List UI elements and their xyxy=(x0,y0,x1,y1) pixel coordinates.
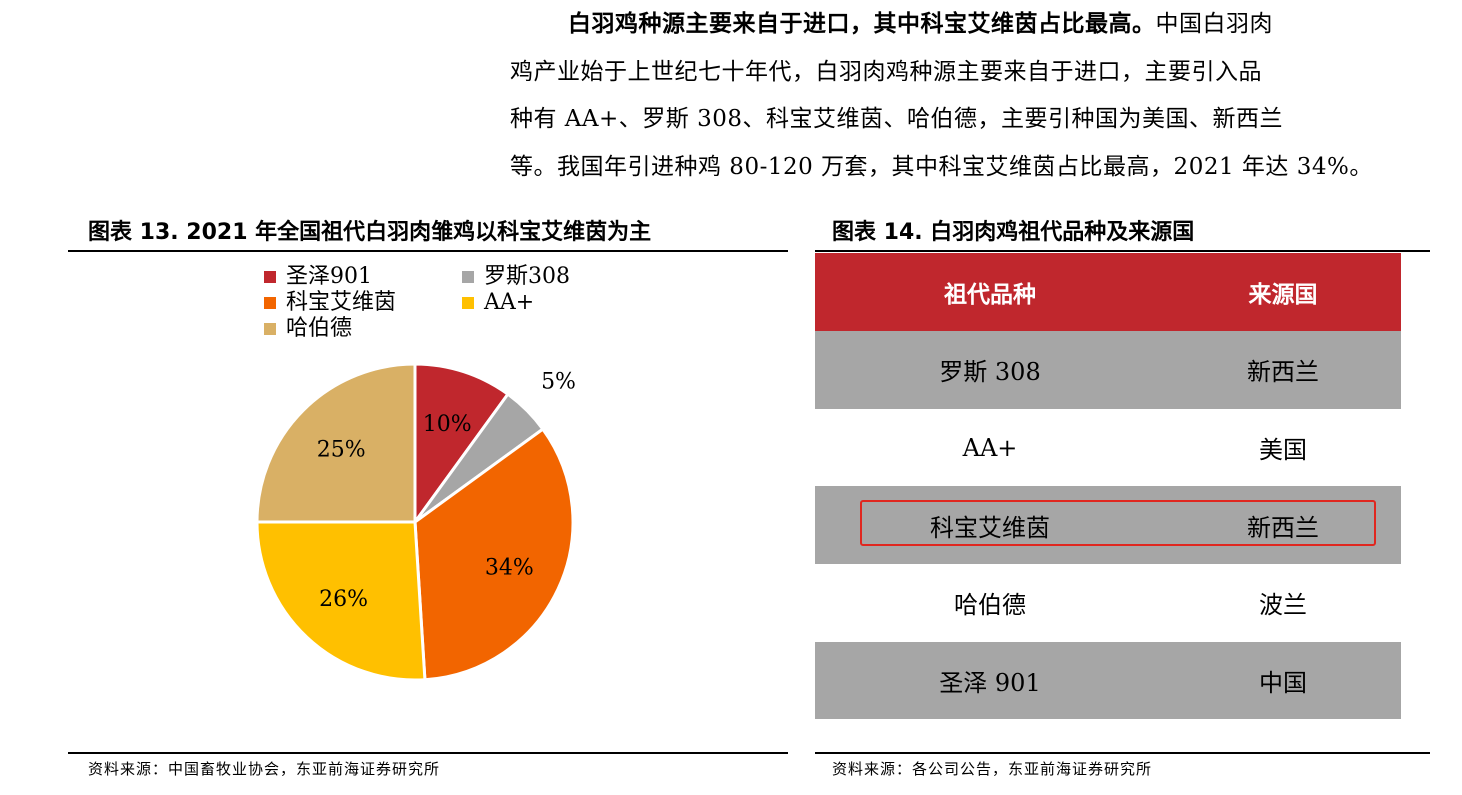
table-row: AA+ 美国 xyxy=(815,408,1401,487)
cell-country: 美国 xyxy=(1259,436,1307,465)
figure14-title: 图表 14. 白羽肉鸡祖代品种及来源国 xyxy=(832,220,1195,245)
legend-item-shengze901: 圣泽901 xyxy=(264,264,372,290)
pie-chart-area: 圣泽901 罗斯308 科宝艾维茵 AA+ 哈伯德 10% 5% 34% 26% 25% xyxy=(68,252,788,722)
paragraph-line-1-rest: 中国白羽肉 xyxy=(1155,11,1273,37)
pie-slice-0 xyxy=(413,362,510,527)
cell-breed: 科宝艾维茵 xyxy=(930,513,1050,542)
table-row: 罗斯 308 新西兰 xyxy=(815,331,1401,409)
figure13-source: 资料来源：中国畜牧业协会，东亚前海证券研究所 xyxy=(88,760,441,778)
legend-swatch xyxy=(264,271,276,283)
figure13-title-rule xyxy=(68,250,788,252)
legend-swatch xyxy=(462,297,474,309)
figure14-title-rule xyxy=(815,250,1430,252)
table-row: 哈伯德 波兰 xyxy=(815,564,1401,642)
legend-item-aaplus: AA+ xyxy=(462,290,534,316)
pie-label-3: 26% xyxy=(319,587,368,612)
body-paragraph: 白羽鸡种源主要来自于进口，其中科宝艾维茵占比最高。中国白羽肉 鸡产业始于上世纪七… xyxy=(510,0,1415,191)
cell-country: 中国 xyxy=(1259,669,1307,698)
legend-item-hubbard: 哈伯德 xyxy=(264,316,352,342)
figure14-source: 资料来源：各公司公告，东亚前海证券研究所 xyxy=(832,760,1153,778)
figure13-source-rule xyxy=(68,752,788,754)
pie-slice-4 xyxy=(255,362,417,524)
pie-label-0: 10% xyxy=(423,412,472,437)
figure14-source-rule xyxy=(815,752,1430,754)
cell-breed: 罗斯 308 xyxy=(939,358,1041,387)
pie-label-1: 5% xyxy=(541,369,576,394)
breed-source-table: 祖代品种 来源国 罗斯 308 新西兰 AA+ 美国 科宝艾维茵 新西兰 哈伯德… xyxy=(815,253,1401,720)
legend-label: 科宝艾维茵 xyxy=(286,290,397,315)
paragraph-lead: 白羽鸡种源主要来自于进口，其中科宝艾维茵占比最高。 xyxy=(568,10,1156,37)
legend-swatch xyxy=(264,297,276,309)
legend-label: AA+ xyxy=(484,290,535,315)
table-row-highlighted: 科宝艾维茵 新西兰 xyxy=(815,486,1401,565)
legend-swatch xyxy=(264,323,276,335)
pie-slice-2 xyxy=(413,427,575,682)
pie-slice-3 xyxy=(255,520,427,682)
cell-country: 波兰 xyxy=(1259,591,1307,620)
table-row: 圣泽 901 中国 xyxy=(815,641,1401,720)
legend-label: 哈伯德 xyxy=(286,316,353,341)
paragraph-line-2: 鸡产业始于上世纪七十年代，白羽肉鸡种源主要来自于进口，主要引入品 xyxy=(510,58,1262,85)
legend-item-ross308: 罗斯308 xyxy=(462,264,570,290)
cell-country: 新西兰 xyxy=(1247,513,1319,542)
highlight-box xyxy=(860,500,1376,546)
paragraph-line-3: 种有 AA+、罗斯 308、科宝艾维茵、哈伯德，主要引种国为美国、新西兰 xyxy=(510,106,1284,132)
cell-country: 新西兰 xyxy=(1247,358,1319,387)
table-header-row: 祖代品种 来源国 xyxy=(815,253,1401,331)
legend-item-cobb: 科宝艾维茵 xyxy=(264,290,396,316)
legend-swatch xyxy=(462,271,474,283)
paragraph-line-1: 白羽鸡种源主要来自于进口，其中科宝艾维茵占比最高。中国白羽肉 xyxy=(510,0,1415,49)
figure13-title: 图表 13. 2021 年全国祖代白羽肉雏鸡以科宝艾维茵为主 xyxy=(88,220,652,245)
header-breed: 祖代品种 xyxy=(944,282,1036,308)
legend-label: 圣泽901 xyxy=(286,264,372,289)
pie-label-2: 34% xyxy=(485,555,534,580)
cell-breed: 哈伯德 xyxy=(954,591,1026,620)
cell-breed: AA+ xyxy=(962,433,1018,462)
pie-chart: 10% 5% 34% 26% 25% xyxy=(255,362,576,682)
header-country: 来源国 xyxy=(1248,282,1318,308)
paragraph-line-4: 等。我国年引进种鸡 80-120 万套，其中科宝艾维茵占比最高，2021 年达 … xyxy=(510,153,1373,180)
pie-label-4: 25% xyxy=(317,437,366,462)
cell-breed: 圣泽 901 xyxy=(939,669,1041,698)
legend-label: 罗斯308 xyxy=(484,264,570,289)
